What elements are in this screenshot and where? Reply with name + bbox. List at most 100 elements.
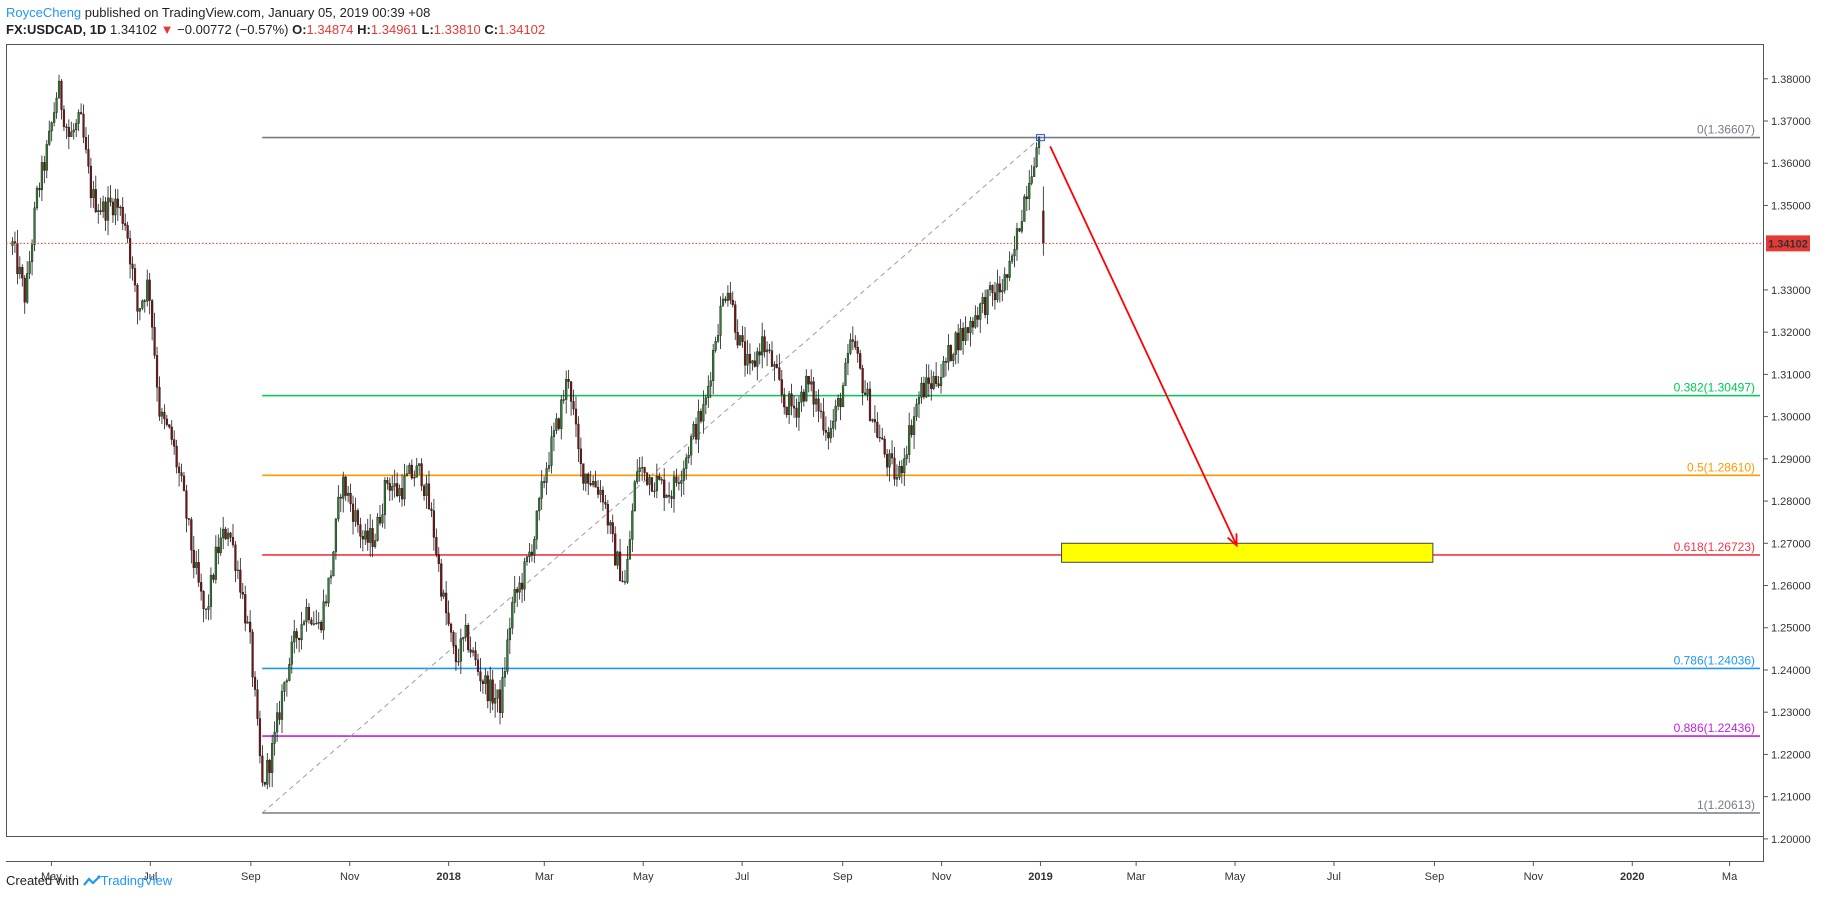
candle-body [614,533,617,566]
current-price-label: 1.34102 [1768,238,1808,250]
candle-body [124,223,127,226]
candle-body [790,393,793,407]
candle-body [574,408,578,425]
candle-body [618,551,622,582]
target-zone-box[interactable] [1061,542,1434,563]
candle-body [939,376,943,387]
time-axis[interactable]: May Jul Sep Nov 2018 Mar May Jul Sep Nov 2019 Mar Ma… [41,861,1738,883]
tradingview-logo-icon [82,875,101,891]
candle-body [712,350,715,381]
fibonacci-retracement[interactable]: 0(1.36607) 0.382(1.30497) 0.5(1.28610) 0.61… [261,123,1760,814]
candle-body [136,284,139,312]
candle-body [513,589,516,603]
candle-body [714,341,717,351]
candle-body [317,621,320,624]
candle-body [1008,261,1011,278]
price-tick-label: 1.27000 [1771,538,1811,550]
author-link[interactable]: RoyceCheng [6,5,82,20]
footer: Created with TradingView [6,873,172,891]
candle-body [976,315,979,320]
price-tick-label: 1.36000 [1771,158,1811,170]
price-tick-label: 1.20000 [1771,834,1811,846]
candle-body [403,475,406,500]
candle-body [246,621,249,624]
candle-body [133,268,137,286]
candle-body [734,304,737,333]
candle-body [996,283,999,301]
candle-body [942,361,945,378]
swing-high-marker [1035,134,1045,142]
candle-body [398,488,401,497]
candle-body [435,537,438,555]
candle-body [239,569,242,593]
candle-body [126,225,129,239]
candle-body [381,514,384,524]
candle-body [131,263,134,269]
candle-body [467,625,470,650]
candle-body [555,418,558,431]
candle-body [158,387,161,417]
time-tick-label: Sep [1425,871,1445,883]
candle-body [43,162,46,171]
candle-body [912,416,916,435]
candle-body [883,438,886,455]
candle-body [582,463,585,484]
candle-body [116,198,119,208]
candle-body [761,336,764,356]
candle-body [334,518,337,553]
candle-body [626,559,629,583]
candle-body [856,347,859,354]
candle-body [538,498,541,512]
candle-body [863,392,867,395]
current-price-marker [1766,235,1810,252]
candle-body [663,479,666,498]
candle-body [533,539,536,556]
symbol-label[interactable]: FX:USDCAD, 1D [6,22,107,37]
candle-body [785,406,788,415]
candle-body [944,361,948,363]
time-tick-label: 2018 [436,871,460,883]
candle-body [1013,249,1016,257]
candle-body [601,489,605,503]
candle-body [908,425,911,455]
candle-body [947,345,950,363]
time-tick-label: Nov [340,871,360,883]
time-tick-label: Nov [1524,871,1544,883]
candle-body [905,454,908,459]
candle-body [780,379,783,395]
candle-body [562,399,565,401]
candle-body [795,407,798,418]
candle-body [410,464,413,479]
candle-body [173,439,176,447]
candle-body [185,490,188,519]
price-tick-label: 1.38000 [1771,74,1811,86]
candle-body [53,112,56,123]
high-label: H: [357,22,371,37]
candle-body [832,420,835,429]
candle-body [33,207,36,245]
time-tick-label: Mar [1127,871,1146,883]
candle-body [961,328,965,341]
candle-body [26,273,29,303]
candle-body [305,606,308,623]
candle-body [589,483,592,486]
fib-trend-line[interactable] [261,137,1041,814]
candle-body [658,476,661,480]
candle-body [702,404,705,422]
candle-body [753,360,756,367]
projection-arrow[interactable] [1049,145,1238,546]
candle-body [427,483,431,510]
symbol-info: FX:USDCAD, 1D 1.34102 ▼ −0.00772 (−0.57%… [6,22,545,38]
candle-body [165,418,168,425]
candle-body [964,327,967,341]
tradingview-link[interactable]: TradingView [100,873,173,888]
candle-body [741,335,744,342]
candle-body [685,457,688,469]
candle-body [494,698,497,704]
candle-body [104,201,107,221]
candle-body [535,510,538,540]
candle-body [307,606,311,621]
candle-body [557,418,560,429]
price-axis[interactable]: 1.38000 1.37000 1.36000 1.35000 1.33000 1.320… [1763,74,1811,846]
